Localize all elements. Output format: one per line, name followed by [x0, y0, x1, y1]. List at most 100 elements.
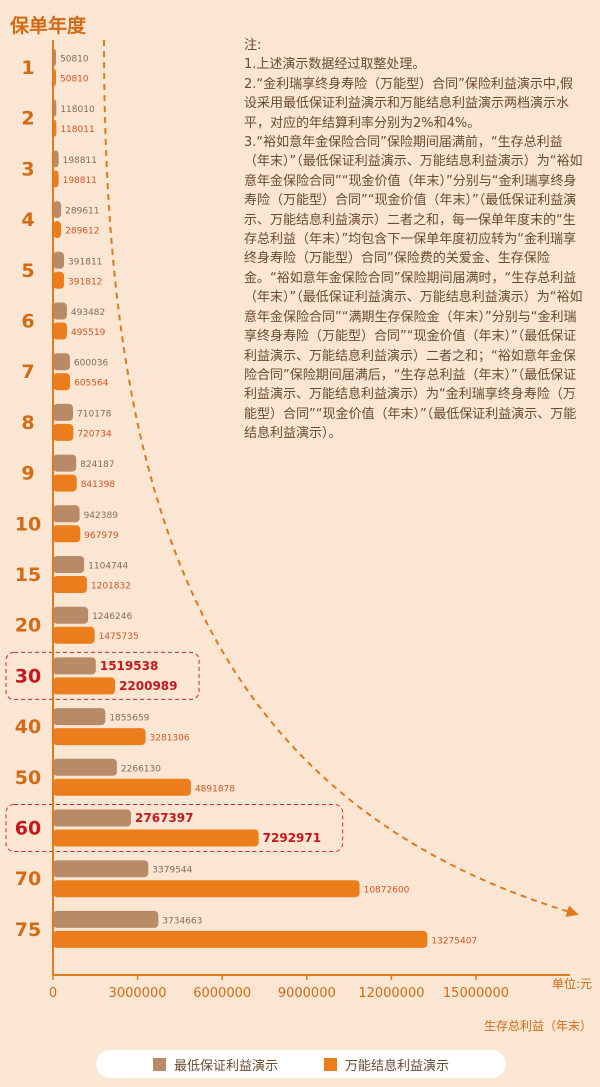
value-label-universal: 720734 [77, 429, 112, 439]
value-label-universal: 7292971 [263, 831, 321, 845]
x-tick-label: 3000000 [109, 986, 167, 1001]
bar-min-guarantee [53, 505, 80, 523]
bar-min-guarantee [53, 454, 77, 472]
legend-label-min-guarantee: 最低保证利益演示 [173, 1058, 278, 1074]
bar-min-guarantee [53, 910, 159, 928]
category-label: 50 [15, 767, 41, 789]
bar-universal [53, 829, 259, 847]
value-label-min-guarantee: 942389 [84, 511, 119, 521]
value-label-universal: 4891878 [195, 784, 235, 794]
value-label-universal: 118011 [60, 125, 94, 135]
value-label-min-guarantee: 1246246 [92, 612, 132, 622]
bar-universal [53, 525, 81, 543]
category-label: 10 [15, 513, 41, 535]
y-axis-title: 保单年度 [9, 14, 87, 37]
value-label-min-guarantee: 391811 [68, 257, 102, 267]
bar-min-guarantee [53, 809, 132, 827]
note-line-3: 3.“裕如意年金保险合同”保险期间届满前，“生存总利益（年末）”（最低保证利益演… [244, 135, 583, 442]
category-label: 6 [21, 311, 34, 333]
bar-universal [53, 778, 191, 796]
bar-min-guarantee [53, 860, 149, 878]
x-tick-label: 6000000 [193, 986, 251, 1001]
value-label-universal: 198811 [63, 176, 97, 186]
value-label-universal: 841398 [81, 480, 116, 490]
bar-universal [53, 474, 77, 492]
value-label-min-guarantee: 2767397 [135, 811, 193, 825]
value-label-min-guarantee: 3379544 [152, 866, 192, 876]
bar-min-guarantee [53, 403, 74, 421]
value-label-min-guarantee: 600036 [74, 359, 109, 369]
bar-min-guarantee [53, 150, 59, 168]
unit-label: 单位:元 [552, 976, 592, 991]
bar-min-guarantee [53, 708, 106, 726]
value-label-universal: 2200989 [119, 679, 177, 693]
value-label-universal: 1201832 [91, 582, 131, 592]
value-label-universal: 967979 [84, 531, 119, 541]
bar-universal [53, 221, 62, 239]
value-label-universal: 3281306 [150, 734, 190, 744]
bar-min-guarantee [53, 758, 117, 776]
bar-universal [53, 880, 360, 898]
legend-item-min-guarantee: 最低保证利益演示 [152, 1055, 278, 1074]
category-label: 2 [21, 108, 34, 130]
bar-min-guarantee [53, 302, 67, 320]
value-label-min-guarantee: 824187 [80, 460, 114, 470]
x-tick-label: 12000000 [358, 986, 424, 1001]
bar-universal [53, 728, 146, 746]
category-label: 70 [15, 868, 41, 890]
legend: 最低保证利益演示 万能结息利益演示 [96, 1050, 506, 1078]
category-label: 4 [21, 209, 34, 231]
category-label: 8 [21, 412, 34, 434]
value-label-min-guarantee: 3734663 [162, 916, 202, 926]
bar-min-guarantee [53, 251, 65, 269]
bar-universal [53, 576, 87, 593]
value-label-universal: 289612 [65, 227, 99, 237]
value-label-min-guarantee: 1104744 [88, 562, 128, 572]
x-tick-label: 0 [49, 986, 57, 1001]
note-line-2: 2.“金利瑞享终身寿险（万能型）合同”保险利益演示中,假设采用最低保证利益演示和… [244, 76, 574, 131]
legend-item-universal: 万能结息利益演示 [324, 1055, 449, 1074]
category-label: 40 [15, 716, 41, 738]
value-label-min-guarantee: 710178 [77, 409, 112, 419]
value-label-min-guarantee: 2266130 [121, 764, 161, 774]
value-label-min-guarantee: 493482 [71, 308, 105, 318]
category-label: 75 [15, 919, 41, 941]
bar-universal [53, 423, 74, 441]
value-label-universal: 10872600 [364, 886, 410, 896]
notes-title: 注: [244, 38, 262, 53]
bar-universal [53, 930, 428, 948]
notes-block: 注: 1.上述演示数据经过取整处理。 2.“金利瑞享终身寿险（万能型）合同”保险… [244, 36, 584, 444]
category-label: 1 [21, 57, 34, 79]
category-label: 9 [21, 463, 34, 485]
bar-universal [53, 322, 67, 340]
value-label-universal: 605564 [74, 379, 109, 389]
bar-universal [53, 170, 59, 188]
category-label: 30 [15, 665, 41, 687]
bar-min-guarantee [53, 556, 85, 573]
value-label-min-guarantee: 50810 [60, 55, 89, 65]
bar-universal [53, 373, 71, 391]
value-label-min-guarantee: 1855659 [109, 714, 149, 724]
value-label-universal: 391812 [68, 277, 102, 287]
value-label-min-guarantee: 118010 [60, 105, 95, 115]
legend-swatch-min-guarantee [152, 1057, 166, 1071]
value-label-universal: 495519 [71, 328, 106, 338]
note-line-1: 1.上述演示数据经过取整处理。 [244, 57, 426, 73]
value-label-universal: 1475735 [99, 632, 139, 642]
trend-arrow [103, 39, 579, 917]
value-label-universal: 13275407 [431, 936, 477, 946]
bar-min-guarantee [53, 353, 70, 371]
category-label: 20 [15, 615, 41, 637]
category-label: 5 [21, 260, 34, 282]
category-label: 60 [15, 818, 41, 840]
category-label: 15 [15, 564, 41, 586]
bar-min-guarantee [53, 606, 89, 624]
highlight-box [5, 651, 200, 700]
value-label-min-guarantee: 1519538 [100, 659, 158, 673]
bar-universal [53, 271, 65, 289]
legend-swatch-universal [324, 1057, 337, 1071]
x-tick-label: 9000000 [278, 986, 336, 1001]
x-tick-label: 15000000 [443, 986, 509, 1001]
category-label: 7 [21, 361, 34, 383]
